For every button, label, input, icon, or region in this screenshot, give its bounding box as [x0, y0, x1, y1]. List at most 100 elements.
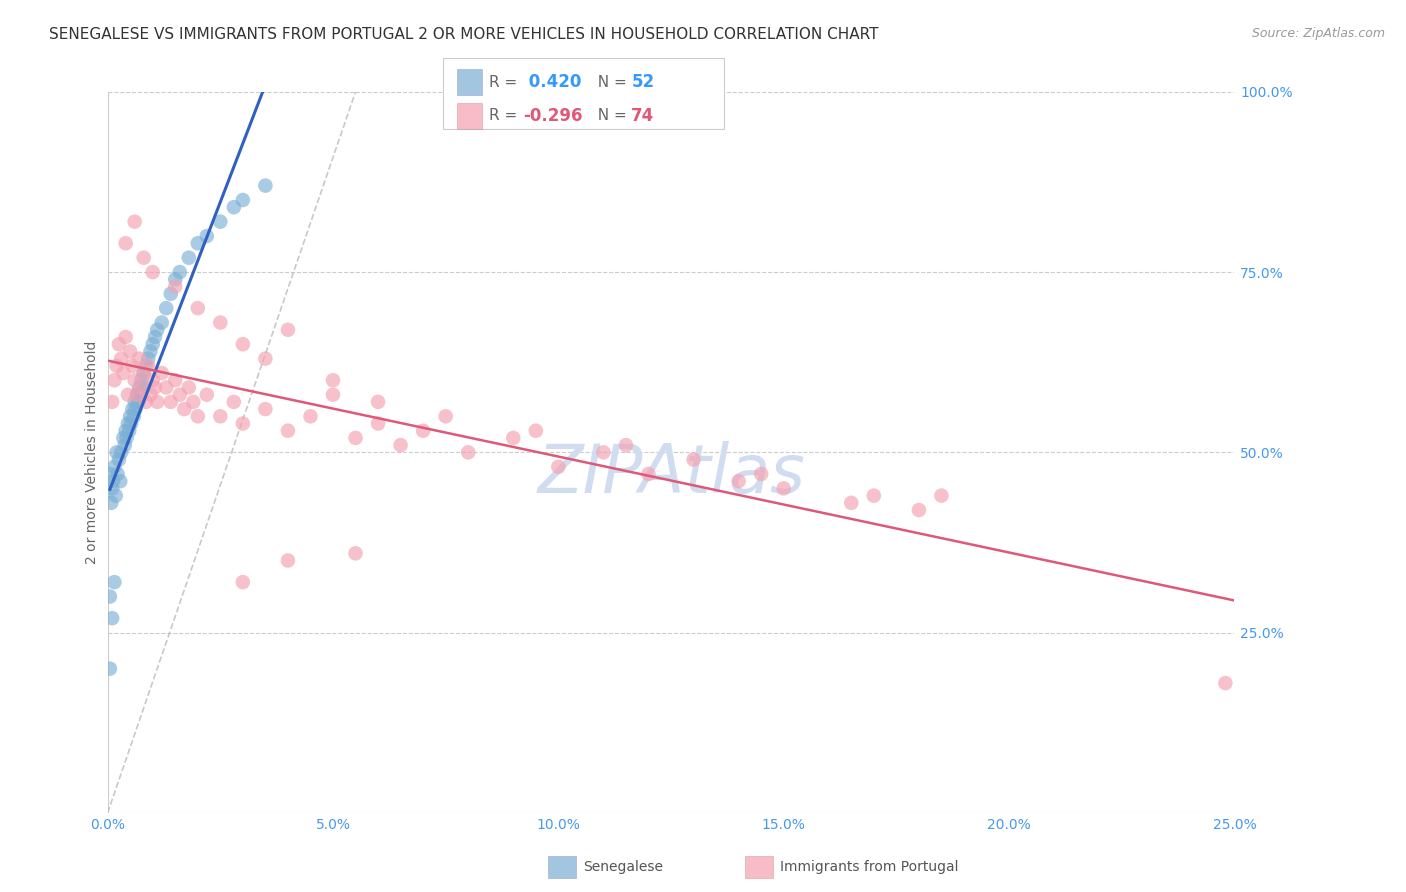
Point [637, 467, 659, 481]
Point [344, 431, 367, 445]
Point [222, 200, 245, 214]
Point [277, 424, 299, 438]
Point [547, 459, 569, 474]
Point [103, 459, 125, 474]
Point [155, 380, 177, 394]
Point [727, 474, 749, 488]
Point [195, 229, 218, 244]
Point [165, 272, 187, 286]
Point [101, 611, 124, 625]
Point [136, 359, 159, 373]
Point [100, 496, 122, 510]
Point [169, 265, 191, 279]
Point [132, 366, 155, 380]
Point [117, 417, 139, 431]
Point [120, 409, 142, 424]
Point [209, 214, 232, 228]
Point [150, 366, 173, 380]
Point [103, 373, 125, 387]
Point [135, 359, 157, 373]
Point [142, 373, 165, 387]
Point [232, 417, 254, 431]
Point [135, 395, 157, 409]
Point [103, 575, 125, 590]
Point [125, 387, 148, 401]
Y-axis label: 2 or more Vehicles in Household: 2 or more Vehicles in Household [86, 341, 100, 564]
Point [132, 366, 155, 380]
Point [863, 489, 886, 503]
Point [146, 323, 169, 337]
Point [1215, 676, 1237, 690]
Point [132, 380, 155, 394]
Point [124, 373, 146, 387]
Point [122, 409, 145, 424]
Point [524, 424, 547, 438]
Point [110, 474, 132, 488]
Point [127, 395, 149, 409]
Point [254, 351, 277, 366]
Point [114, 330, 136, 344]
Point [101, 474, 124, 488]
Text: R =: R = [489, 109, 523, 123]
Point [139, 387, 162, 401]
Point [108, 337, 131, 351]
Point [108, 452, 131, 467]
Point [128, 380, 150, 394]
Text: Source: ZipAtlas.com: Source: ZipAtlas.com [1251, 27, 1385, 40]
Point [367, 395, 389, 409]
Point [98, 467, 121, 481]
Point [155, 301, 177, 315]
Point [299, 409, 322, 424]
Point [165, 373, 187, 387]
Point [146, 395, 169, 409]
Point [117, 387, 139, 401]
Point [222, 395, 245, 409]
Point [136, 351, 159, 366]
Text: 74: 74 [631, 107, 655, 125]
Point [187, 301, 209, 315]
Point [114, 236, 136, 251]
Text: Immigrants from Portugal: Immigrants from Portugal [780, 860, 959, 874]
Point [165, 279, 187, 293]
Point [195, 387, 218, 401]
Point [143, 330, 166, 344]
Point [120, 417, 142, 431]
Point [142, 337, 165, 351]
Point [105, 445, 128, 459]
Point [118, 424, 141, 438]
Point [125, 387, 148, 401]
Point [502, 431, 524, 445]
Point [277, 323, 299, 337]
Point [131, 380, 153, 394]
Point [254, 178, 277, 193]
Point [209, 409, 232, 424]
Point [367, 417, 389, 431]
Point [169, 387, 191, 401]
Point [129, 387, 152, 401]
Point [322, 387, 344, 401]
Point [132, 251, 155, 265]
Point [121, 359, 143, 373]
Point [159, 286, 181, 301]
Text: R =: R = [489, 75, 523, 89]
Point [142, 265, 165, 279]
Point [344, 546, 367, 560]
Point [101, 482, 124, 496]
Point [592, 445, 614, 459]
Point [434, 409, 457, 424]
Point [115, 431, 138, 445]
Point [104, 489, 127, 503]
Text: Senegalese: Senegalese [583, 860, 664, 874]
Point [107, 467, 129, 481]
Point [177, 251, 200, 265]
Text: N =: N = [588, 75, 631, 89]
Point [110, 351, 132, 366]
Point [124, 402, 146, 417]
Point [322, 373, 344, 387]
Point [389, 438, 412, 452]
Text: SENEGALESE VS IMMIGRANTS FROM PORTUGAL 2 OR MORE VEHICLES IN HOUSEHOLD CORRELATI: SENEGALESE VS IMMIGRANTS FROM PORTUGAL 2… [49, 27, 879, 42]
Point [110, 445, 132, 459]
Text: 0.420: 0.420 [523, 73, 582, 91]
Point [112, 366, 135, 380]
Point [139, 344, 162, 359]
